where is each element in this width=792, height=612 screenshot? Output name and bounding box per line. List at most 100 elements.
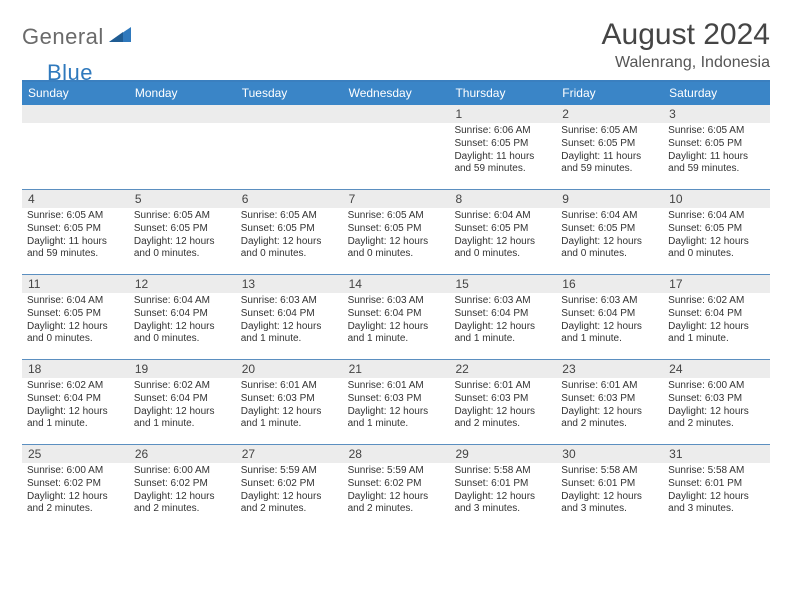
calendar-cell: 10Sunrise: 6:04 AMSunset: 6:05 PMDayligh… xyxy=(663,190,770,274)
brand-part2: Blue xyxy=(47,60,93,86)
sunrise-text: Sunrise: 6:05 AM xyxy=(241,210,340,223)
day-info: Sunrise: 6:05 AMSunset: 6:05 PMDaylight:… xyxy=(239,210,340,261)
day-info: Sunrise: 6:03 AMSunset: 6:04 PMDaylight:… xyxy=(452,295,553,346)
day-info: Sunrise: 6:05 AMSunset: 6:05 PMDaylight:… xyxy=(25,210,126,261)
calendar-cell: 30Sunrise: 5:58 AMSunset: 6:01 PMDayligh… xyxy=(556,445,663,529)
sunset-text: Sunset: 6:04 PM xyxy=(134,308,233,321)
daylight-text: Daylight: 11 hours and 59 minutes. xyxy=(454,151,553,177)
day-info: Sunrise: 6:02 AMSunset: 6:04 PMDaylight:… xyxy=(25,380,126,431)
day-info: Sunrise: 6:05 AMSunset: 6:05 PMDaylight:… xyxy=(559,125,660,176)
calendar-cell: 22Sunrise: 6:01 AMSunset: 6:03 PMDayligh… xyxy=(449,360,556,444)
day-info: Sunrise: 6:05 AMSunset: 6:05 PMDaylight:… xyxy=(666,125,767,176)
sunset-text: Sunset: 6:05 PM xyxy=(454,223,553,236)
daylight-text: Daylight: 12 hours and 0 minutes. xyxy=(27,321,126,347)
daylight-text: Daylight: 12 hours and 1 minute. xyxy=(668,321,767,347)
day-number: 21 xyxy=(343,360,450,378)
calendar-cell: 3 Sunrise: 6:05 AMSunset: 6:05 PMDaylight… xyxy=(663,105,770,189)
day-info: Sunrise: 6:02 AMSunset: 6:04 PMDaylight:… xyxy=(132,380,233,431)
calendar-cell: 24 Sunrise: 6:00 AMSunset: 6:03 PMDayligh… xyxy=(663,360,770,444)
day-number xyxy=(129,105,236,123)
week-row: 11Sunrise: 6:04 AMSunset: 6:05 PMDayligh… xyxy=(22,274,770,359)
weeks-container: 1Sunrise: 6:06 AMSunset: 6:05 PMDaylight… xyxy=(22,105,770,529)
calendar-page: General August 2024 Walenrang, Indonesia… xyxy=(0,0,792,539)
sunrise-text: Sunrise: 6:02 AM xyxy=(134,380,233,393)
day-info: Sunrise: 6:03 AMSunset: 6:04 PMDaylight:… xyxy=(346,295,447,346)
sunset-text: Sunset: 6:01 PM xyxy=(454,478,553,491)
calendar-cell: 13Sunrise: 6:03 AMSunset: 6:04 PMDayligh… xyxy=(236,275,343,359)
sunrise-text: Sunrise: 6:00 AM xyxy=(27,465,126,478)
sunrise-text: Sunrise: 6:03 AM xyxy=(348,295,447,308)
sunrise-text: Sunrise: 5:59 AM xyxy=(241,465,340,478)
calendar-cell xyxy=(129,105,236,189)
sunrise-text: Sunrise: 5:59 AM xyxy=(348,465,447,478)
calendar-cell: 25Sunrise: 6:00 AMSunset: 6:02 PMDayligh… xyxy=(22,445,129,529)
sunset-text: Sunset: 6:05 PM xyxy=(134,223,233,236)
day-number: 3 xyxy=(663,105,770,123)
daylight-text: Daylight: 12 hours and 1 minute. xyxy=(348,321,447,347)
calendar-cell: 7Sunrise: 6:05 AMSunset: 6:05 PMDaylight… xyxy=(343,190,450,274)
sunrise-text: Sunrise: 5:58 AM xyxy=(454,465,553,478)
daylight-text: Daylight: 12 hours and 2 minutes. xyxy=(134,491,233,517)
daylight-text: Daylight: 12 hours and 2 minutes. xyxy=(561,406,660,432)
day-number: 26 xyxy=(129,445,236,463)
day-number: 5 xyxy=(129,190,236,208)
day-number: 7 xyxy=(343,190,450,208)
daylight-text: Daylight: 12 hours and 3 minutes. xyxy=(454,491,553,517)
calendar-cell: 5Sunrise: 6:05 AMSunset: 6:05 PMDaylight… xyxy=(129,190,236,274)
daylight-text: Daylight: 12 hours and 1 minute. xyxy=(134,406,233,432)
sunset-text: Sunset: 6:05 PM xyxy=(561,138,660,151)
sunrise-text: Sunrise: 6:05 AM xyxy=(561,125,660,138)
title-location: Walenrang, Indonesia xyxy=(602,54,770,72)
daylight-text: Daylight: 12 hours and 1 minute. xyxy=(27,406,126,432)
calendar-cell: 17Sunrise: 6:02 AMSunset: 6:04 PMDayligh… xyxy=(663,275,770,359)
daylight-text: Daylight: 12 hours and 1 minute. xyxy=(241,321,340,347)
daylight-text: Daylight: 12 hours and 3 minutes. xyxy=(561,491,660,517)
day-info: Sunrise: 5:58 AMSunset: 6:01 PMDaylight:… xyxy=(559,465,660,516)
calendar-cell: 6Sunrise: 6:05 AMSunset: 6:05 PMDaylight… xyxy=(236,190,343,274)
week-row: 4Sunrise: 6:05 AMSunset: 6:05 PMDaylight… xyxy=(22,189,770,274)
day-info: Sunrise: 5:59 AMSunset: 6:02 PMDaylight:… xyxy=(346,465,447,516)
sunset-text: Sunset: 6:05 PM xyxy=(27,308,126,321)
daylight-text: Daylight: 12 hours and 1 minute. xyxy=(454,321,553,347)
calendar-cell: 1Sunrise: 6:06 AMSunset: 6:05 PMDaylight… xyxy=(449,105,556,189)
daylight-text: Daylight: 12 hours and 2 minutes. xyxy=(241,491,340,517)
brand-logo: General xyxy=(22,18,137,50)
sunset-text: Sunset: 6:03 PM xyxy=(454,393,553,406)
day-info: Sunrise: 6:00 AMSunset: 6:02 PMDaylight:… xyxy=(132,465,233,516)
sunset-text: Sunset: 6:03 PM xyxy=(241,393,340,406)
daylight-text: Daylight: 12 hours and 0 minutes. xyxy=(241,236,340,262)
sunset-text: Sunset: 6:01 PM xyxy=(561,478,660,491)
daylight-text: Daylight: 12 hours and 2 minutes. xyxy=(348,491,447,517)
day-info: Sunrise: 6:00 AMSunset: 6:03 PMDaylight:… xyxy=(666,380,767,431)
day-number: 18 xyxy=(22,360,129,378)
sunrise-text: Sunrise: 6:01 AM xyxy=(561,380,660,393)
calendar-cell: 23Sunrise: 6:01 AMSunset: 6:03 PMDayligh… xyxy=(556,360,663,444)
day-number: 2 xyxy=(556,105,663,123)
day-info: Sunrise: 6:06 AMSunset: 6:05 PMDaylight:… xyxy=(452,125,553,176)
day-number: 28 xyxy=(343,445,450,463)
sunset-text: Sunset: 6:05 PM xyxy=(561,223,660,236)
sunset-text: Sunset: 6:02 PM xyxy=(27,478,126,491)
sunset-text: Sunset: 6:05 PM xyxy=(27,223,126,236)
calendar-cell: 8Sunrise: 6:04 AMSunset: 6:05 PMDaylight… xyxy=(449,190,556,274)
calendar-cell: 12Sunrise: 6:04 AMSunset: 6:04 PMDayligh… xyxy=(129,275,236,359)
daylight-text: Daylight: 12 hours and 0 minutes. xyxy=(348,236,447,262)
sunset-text: Sunset: 6:05 PM xyxy=(241,223,340,236)
sunset-text: Sunset: 6:02 PM xyxy=(134,478,233,491)
brand-triangle-icon xyxy=(109,27,135,50)
sunset-text: Sunset: 6:03 PM xyxy=(348,393,447,406)
brand-part1: General xyxy=(22,24,104,50)
day-number: 24 xyxy=(663,360,770,378)
calendar-cell: 11Sunrise: 6:04 AMSunset: 6:05 PMDayligh… xyxy=(22,275,129,359)
sunset-text: Sunset: 6:03 PM xyxy=(561,393,660,406)
calendar-grid: Sunday Monday Tuesday Wednesday Thursday… xyxy=(22,80,770,529)
day-header: Tuesday xyxy=(236,82,343,105)
day-number: 27 xyxy=(236,445,343,463)
calendar-cell: 27Sunrise: 5:59 AMSunset: 6:02 PMDayligh… xyxy=(236,445,343,529)
day-info: Sunrise: 6:04 AMSunset: 6:04 PMDaylight:… xyxy=(132,295,233,346)
daylight-text: Daylight: 12 hours and 1 minute. xyxy=(241,406,340,432)
day-number: 11 xyxy=(22,275,129,293)
title-month: August 2024 xyxy=(602,18,770,52)
day-number: 17 xyxy=(663,275,770,293)
day-number: 10 xyxy=(663,190,770,208)
